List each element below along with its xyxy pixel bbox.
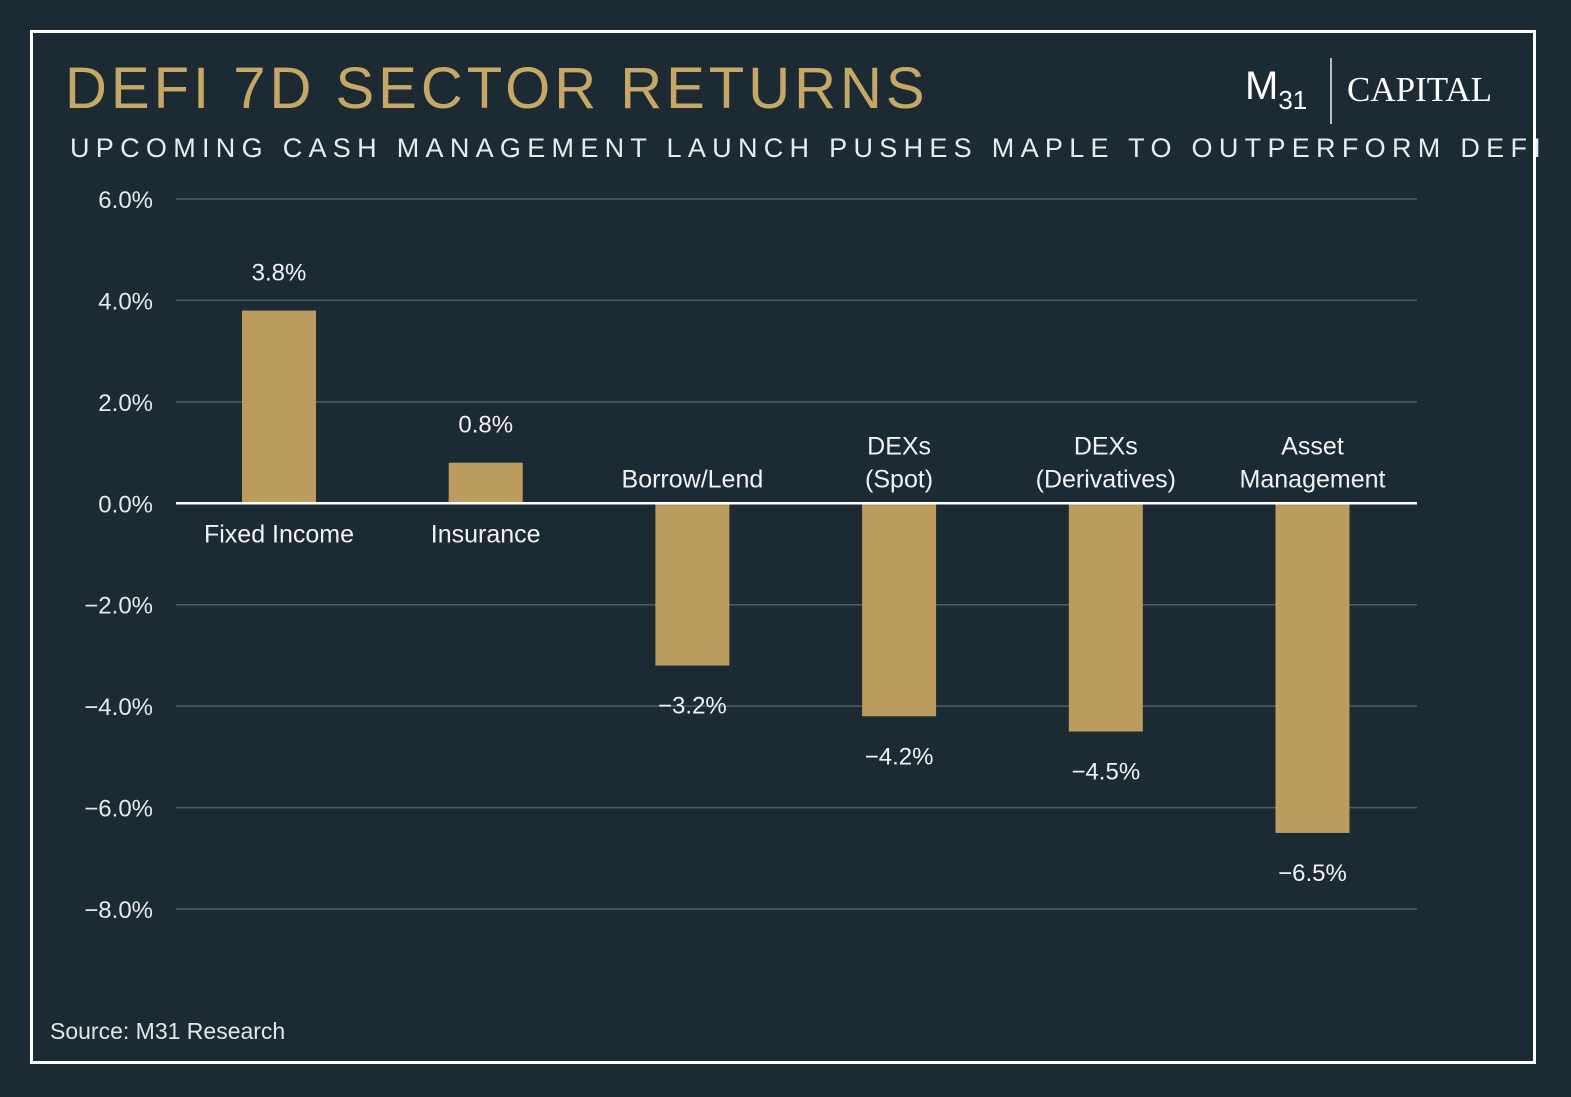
data-labels: 3.8% 0.8% −3.2% −4.2% −4.5% −6.5% [252,260,1347,887]
y-tick-label: 6.0% [98,187,153,214]
data-label: −4.2% [865,743,934,770]
category-label-line: DEXs [1074,432,1138,460]
data-label: −3.2% [658,693,727,720]
y-axis-ticks: 6.0% 4.0% 2.0% 0.0% −2.0% −4.0% −6.0% −8.0% [84,187,153,924]
chart-subtitle: UPCOMING CASH MANAGEMENT LAUNCH PUSHES M… [70,133,1548,163]
data-label: −4.5% [1071,759,1140,786]
category-label: Insurance [431,520,541,548]
category-label: DEXs (Derivatives) [1036,432,1176,493]
data-label: 0.8% [458,412,513,439]
logo-divider [1330,58,1332,124]
y-tick-label: −2.0% [84,593,153,620]
bar [448,462,523,504]
category-label-line: Insurance [431,520,541,548]
category-label: DEXs (Spot) [865,432,933,493]
logo-mark-letter: M [1245,64,1279,108]
y-tick-label: −8.0% [84,897,153,924]
category-label-line: Fixed Income [204,520,354,548]
data-label: 3.8% [252,260,307,287]
category-label: Borrow/Lend [622,465,764,493]
category-label-line: Asset [1281,432,1344,460]
bar [1068,503,1143,732]
bar [655,503,730,666]
bars [242,310,1350,833]
data-label: −6.5% [1278,860,1347,887]
logo-wordmark: CAPITAL [1347,70,1492,109]
bar [862,503,937,717]
bar [242,310,316,504]
category-label-line: DEXs [867,432,931,460]
source-note: Source: M31 Research [50,1018,286,1044]
category-labels: Fixed Income Insurance Borrow/Lend DEXs (Spo… [204,432,1386,548]
y-tick-label: 0.0% [98,491,153,518]
y-tick-label: 4.0% [98,288,153,315]
grid-lines [176,198,1417,910]
logo-mark: M31 [1245,64,1307,116]
category-label: Asset Management [1240,432,1386,493]
y-tick-label: −6.0% [84,796,153,823]
y-tick-label: −4.0% [84,694,153,721]
category-label-line: (Derivatives) [1036,465,1176,493]
logo-mark-sub: 31 [1278,85,1308,115]
y-tick-label: 2.0% [98,390,153,417]
category-label-line: Management [1240,465,1386,493]
bar [1275,503,1350,833]
category-label: Fixed Income [204,520,354,548]
category-label-line: Borrow/Lend [622,465,764,493]
chart-title: DEFI 7D SECTOR RETURNS [65,56,929,121]
category-label-line: (Spot) [865,465,933,493]
